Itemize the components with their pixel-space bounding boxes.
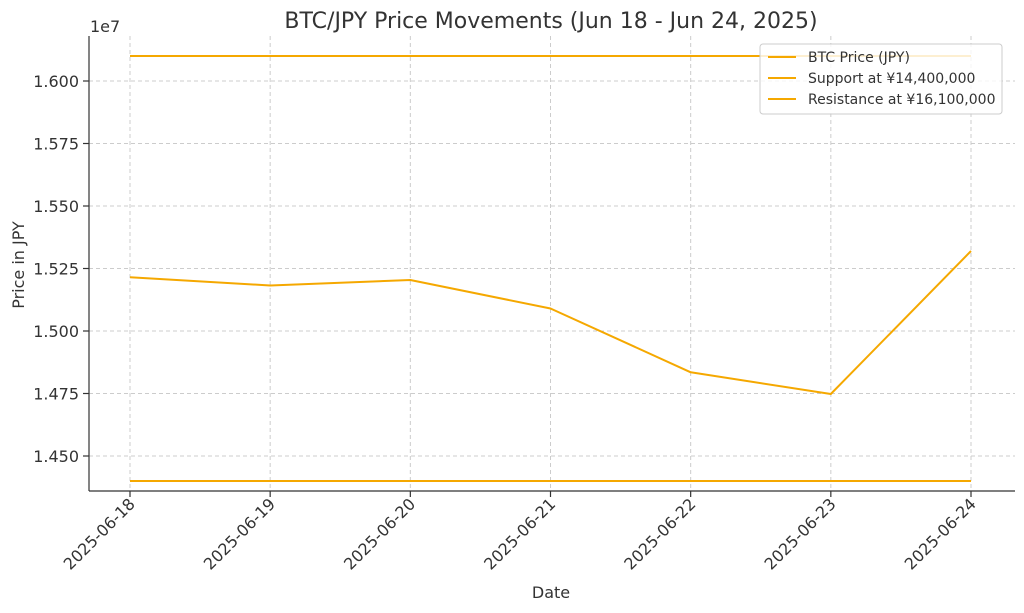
x-tick-label: 2025-06-19 xyxy=(200,494,279,573)
legend-entry-support: Support at ¥14,400,000 xyxy=(768,71,975,87)
chart-title: BTC/JPY Price Movements (Jun 18 - Jun 24… xyxy=(284,9,817,34)
legend-entry-price: BTC Price (JPY) xyxy=(768,50,910,66)
legend-entry-resistance: Resistance at ¥16,100,000 xyxy=(768,92,995,108)
y-tick-label: 1.525 xyxy=(33,260,79,279)
x-tick-label: 2025-06-21 xyxy=(480,494,559,573)
legend-label: Support at ¥14,400,000 xyxy=(808,71,975,87)
y-tick-label: 1.475 xyxy=(33,385,79,404)
y-tick-label: 1.450 xyxy=(33,447,79,466)
y-offset-label: 1e7 xyxy=(90,17,120,36)
y-tick-label: 1.575 xyxy=(33,135,79,154)
legend-label: Resistance at ¥16,100,000 xyxy=(808,92,995,108)
legend-box xyxy=(759,43,1003,115)
price-series-line xyxy=(129,250,972,395)
y-tick-label: 1.500 xyxy=(33,322,79,341)
y-tick-label: 1.600 xyxy=(33,72,79,91)
ticks-layer: 2025-06-18 2025-06-19 2025-06-20 2025-06-21… xyxy=(33,72,980,574)
axes-layer xyxy=(88,36,1015,492)
x-axis-label: Date xyxy=(532,583,570,602)
y-axis-label: Price in JPY xyxy=(9,221,28,309)
x-tick-label: 2025-06-24 xyxy=(901,494,980,573)
x-tick-label: 2025-06-22 xyxy=(620,494,699,573)
x-tick-label: 2025-06-23 xyxy=(760,494,839,573)
grid-layer xyxy=(89,36,1015,491)
x-tick-label: 2025-06-20 xyxy=(340,494,419,573)
legend: BTC Price (JPY) Support at ¥14,400,000 Res… xyxy=(759,43,1003,115)
legend-label: BTC Price (JPY) xyxy=(808,50,910,66)
x-tick-label: 2025-06-18 xyxy=(60,494,139,573)
y-tick-label: 1.550 xyxy=(33,197,79,216)
